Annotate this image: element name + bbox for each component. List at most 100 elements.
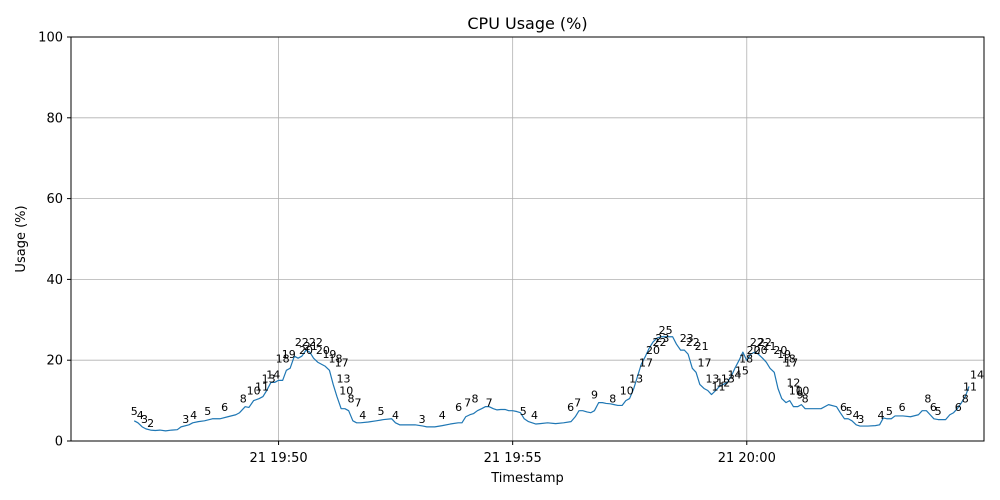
data-label: 21 bbox=[304, 340, 318, 353]
data-label: 8 bbox=[240, 393, 247, 406]
data-label: 5 bbox=[204, 405, 211, 418]
data-label: 20 bbox=[754, 344, 768, 357]
data-label: 7 bbox=[486, 397, 493, 410]
data-label: 6 bbox=[840, 401, 847, 414]
data-label: 17 bbox=[697, 356, 711, 369]
y-tick-label: 40 bbox=[46, 273, 63, 288]
data-label: 5 bbox=[131, 405, 138, 418]
y-axis: 0 20 40 60 80 100 bbox=[38, 31, 71, 450]
data-label: 19 bbox=[282, 348, 296, 361]
data-label: 22 bbox=[653, 336, 667, 349]
data-label: 14 bbox=[970, 368, 984, 381]
data-label: 6 bbox=[455, 401, 462, 414]
data-label: 14 bbox=[727, 368, 741, 381]
data-label: 5 bbox=[846, 405, 853, 418]
data-label: 18 bbox=[782, 352, 796, 365]
data-label: 4 bbox=[190, 409, 197, 422]
data-label: 13 bbox=[262, 372, 276, 385]
data-label: 5 bbox=[377, 405, 384, 418]
data-label: 17 bbox=[335, 356, 349, 369]
data-label: 9 bbox=[796, 389, 803, 402]
y-tick-label: 80 bbox=[46, 111, 63, 126]
data-label: 11 bbox=[963, 381, 977, 394]
series-line-group bbox=[133, 336, 970, 432]
data-label: 7 bbox=[464, 397, 471, 410]
data-label: 17 bbox=[784, 356, 798, 369]
data-label: 11 bbox=[255, 381, 269, 394]
data-label: 20 bbox=[299, 344, 313, 357]
data-label: 2 bbox=[147, 417, 154, 430]
data-label: 10 bbox=[339, 385, 353, 398]
data-label: 13 bbox=[721, 372, 735, 385]
data-label: 7 bbox=[574, 397, 581, 410]
data-label: 17 bbox=[639, 356, 653, 369]
data-label: 22 bbox=[295, 336, 309, 349]
data-label: 6 bbox=[899, 401, 906, 414]
data-label: 3 bbox=[419, 413, 426, 426]
chart-title: CPU Usage (%) bbox=[467, 14, 587, 33]
data-label: 25 bbox=[659, 324, 673, 337]
data-label: 13 bbox=[705, 372, 719, 385]
x-tick-label: 21 19:55 bbox=[484, 451, 542, 466]
x-tick-label: 21 19:50 bbox=[249, 451, 307, 466]
data-label: 4 bbox=[137, 409, 144, 422]
data-label: 10 bbox=[247, 385, 261, 398]
cpu-usage-series-line bbox=[133, 336, 970, 432]
data-label: 13 bbox=[336, 372, 350, 385]
x-axis-title: Timestamp bbox=[490, 471, 564, 486]
data-label: 5 bbox=[520, 405, 527, 418]
data-label: 18 bbox=[739, 352, 753, 365]
y-tick-label: 100 bbox=[38, 31, 63, 46]
data-label: 8 bbox=[609, 393, 616, 406]
data-label: 10 bbox=[620, 385, 634, 398]
data-label: 8 bbox=[347, 393, 354, 406]
data-label: 23 bbox=[680, 332, 694, 345]
data-label: 8 bbox=[962, 393, 969, 406]
data-label: 4 bbox=[392, 409, 399, 422]
x-axis: 21 19:50 21 19:55 21 20:00 bbox=[249, 441, 776, 466]
data-label: 19 bbox=[322, 348, 336, 361]
data-label: 22 bbox=[686, 336, 700, 349]
data-label: 6 bbox=[930, 401, 937, 414]
x-tick-label: 21 20:00 bbox=[718, 451, 776, 466]
data-label: 20 bbox=[646, 344, 660, 357]
data-label: 22 bbox=[750, 336, 764, 349]
data-label: 9 bbox=[591, 389, 598, 402]
plot-area bbox=[70, 36, 985, 442]
data-label: 5 bbox=[886, 405, 893, 418]
data-label: 4 bbox=[531, 409, 538, 422]
y-tick-label: 20 bbox=[46, 354, 63, 369]
data-label: 13 bbox=[629, 372, 643, 385]
data-label: 6 bbox=[221, 401, 228, 414]
data-label: 14 bbox=[266, 368, 280, 381]
data-label: 21 bbox=[763, 340, 777, 353]
data-label: 23 bbox=[655, 332, 669, 345]
data-label: 4 bbox=[877, 409, 884, 422]
y-tick-label: 60 bbox=[46, 192, 63, 207]
data-label: 20 bbox=[316, 344, 330, 357]
data-label: 3 bbox=[141, 413, 148, 426]
data-label: 7 bbox=[355, 397, 362, 410]
data-label-group: 5 43 2 3 4 5 681011131418192220212220191817131… bbox=[131, 324, 984, 430]
data-label: 8 bbox=[472, 393, 479, 406]
data-label: 21 bbox=[695, 340, 709, 353]
data-label: 6 bbox=[567, 401, 574, 414]
data-label: 10 bbox=[789, 385, 803, 398]
data-label: 4 bbox=[853, 409, 860, 422]
data-label: 3 bbox=[857, 413, 864, 426]
data-label: 4 bbox=[439, 409, 446, 422]
data-label: 18 bbox=[329, 352, 343, 365]
data-label: 20 bbox=[747, 344, 761, 357]
data-label: 15 bbox=[735, 364, 749, 377]
y-axis-title: Usage (%) bbox=[14, 205, 29, 272]
data-label: 8 bbox=[924, 393, 931, 406]
data-label: 5 bbox=[935, 405, 942, 418]
data-label: 6 bbox=[955, 401, 962, 414]
y-tick-label: 0 bbox=[55, 435, 63, 450]
data-label: 11 bbox=[712, 381, 726, 394]
data-label: 18 bbox=[276, 352, 290, 365]
data-label: 20 bbox=[773, 344, 787, 357]
data-label: 12 bbox=[716, 377, 730, 390]
